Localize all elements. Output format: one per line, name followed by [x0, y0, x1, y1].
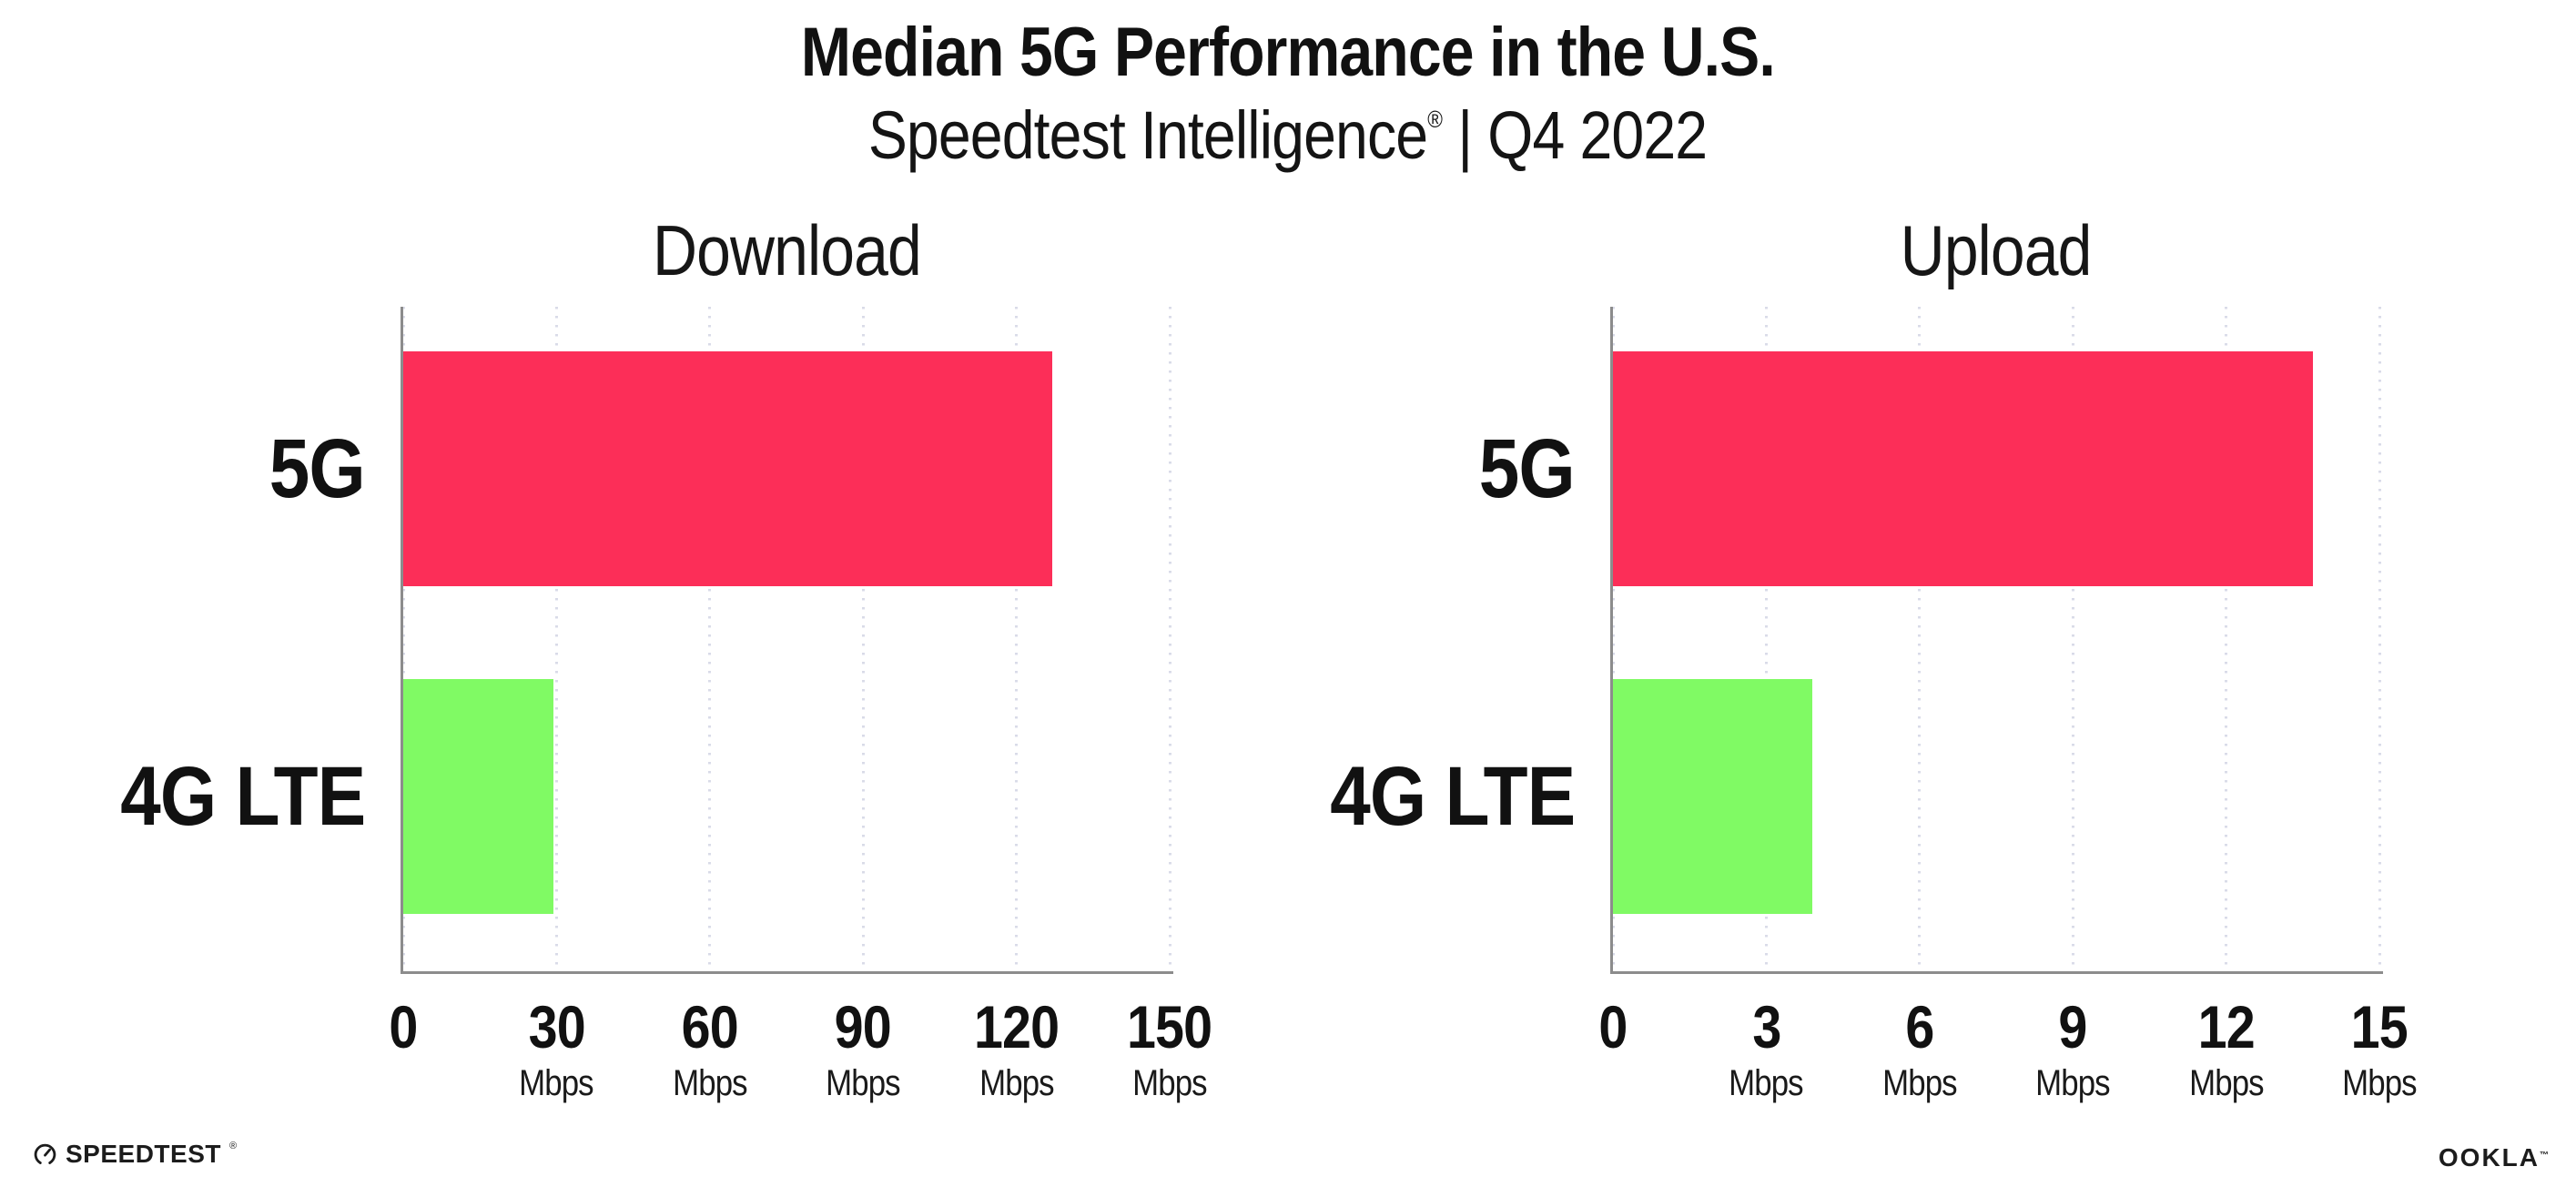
category-label-5g: 5G: [1194, 351, 1576, 586]
page-subtitle: Speedtest Intelligence® | Q4 2022: [0, 98, 2576, 172]
speedtest-logo-text: SPEEDTEST: [66, 1140, 221, 1168]
chart-title-text: Download: [652, 210, 922, 290]
category-label-5g: 5G: [0, 351, 366, 586]
x-tick-value: 12: [2197, 993, 2256, 1060]
bar-download-5g: [403, 351, 1052, 586]
gridline-upload-12: [2225, 307, 2228, 971]
x-tick-unit-text: Mbps: [672, 1063, 747, 1103]
gridline-download-30: [554, 307, 558, 971]
x-tick-value: 6: [1905, 993, 1934, 1060]
gridline-download-60: [708, 307, 712, 971]
x-tick-download-150: 150: [1051, 997, 1288, 1057]
registered-mark-icon: ®: [1427, 106, 1444, 134]
y-axis-download: [401, 307, 403, 973]
x-tick-unit-download-30: Mbps: [438, 1065, 674, 1101]
x-tick-upload-12: 12: [2108, 997, 2345, 1057]
x-tick-upload-15: 15: [2261, 997, 2498, 1057]
x-tick-unit-download-90: Mbps: [745, 1065, 981, 1101]
gridline-download-90: [861, 307, 865, 971]
x-tick-download-0: 0: [285, 997, 522, 1057]
x-tick-value: 90: [835, 993, 892, 1060]
y-axis-upload: [1610, 307, 1613, 973]
x-tick-download-90: 90: [745, 997, 981, 1057]
gridline-upload-15: [2378, 307, 2381, 971]
gridline-download-120: [1015, 307, 1019, 971]
speedtest-logo: SPEEDTEST ®: [33, 1140, 237, 1169]
gridline-download-0: [401, 307, 405, 971]
x-tick-upload-9: 9: [1954, 997, 2191, 1057]
x-tick-unit-text: Mbps: [1132, 1063, 1207, 1103]
x-tick-unit-upload-15: Mbps: [2261, 1065, 2498, 1101]
x-tick-value: 60: [681, 993, 739, 1060]
subtitle-period: | Q4 2022: [1457, 97, 1709, 173]
gridline-download-150: [1168, 307, 1171, 971]
x-tick-unit-download-60: Mbps: [592, 1065, 828, 1101]
category-label-text: 4G LTE: [119, 750, 366, 843]
gridline-upload-3: [1764, 307, 1768, 971]
category-label-text: 5G: [269, 422, 366, 515]
x-tick-unit-upload-12: Mbps: [2108, 1065, 2345, 1101]
chart-title-download: Download: [312, 210, 1261, 290]
x-tick-value: 30: [528, 993, 585, 1060]
x-tick-unit-download-120: Mbps: [898, 1065, 1135, 1101]
x-tick-unit-text: Mbps: [826, 1063, 900, 1103]
x-tick-unit-download-150: Mbps: [1051, 1065, 1288, 1101]
bar-upload-5g: [1613, 351, 2313, 586]
category-label-text: 5G: [1478, 422, 1576, 515]
x-tick-download-120: 120: [898, 997, 1135, 1057]
bar-download-4g-lte: [403, 679, 553, 914]
category-label-4g-lte: 4G LTE: [0, 679, 366, 914]
x-tick-download-60: 60: [592, 997, 828, 1057]
x-tick-upload-3: 3: [1648, 997, 1884, 1057]
x-tick-unit-text: Mbps: [1881, 1063, 1957, 1103]
x-tick-unit-text: Mbps: [1729, 1063, 1804, 1103]
speedtest-registered-icon: ®: [228, 1141, 238, 1151]
gridline-upload-6: [1918, 307, 1922, 971]
x-tick-unit-text: Mbps: [979, 1063, 1054, 1103]
x-tick-unit-text: Mbps: [2342, 1063, 2417, 1103]
x-tick-unit-upload-3: Mbps: [1648, 1065, 1884, 1101]
x-tick-download-30: 30: [438, 997, 674, 1057]
ookla-trademark-icon: ™: [2540, 1151, 2549, 1161]
x-axis-download: [401, 971, 1173, 974]
x-tick-upload-0: 0: [1495, 997, 1731, 1057]
gridline-upload-0: [1611, 307, 1615, 971]
x-tick-value: 120: [973, 993, 1060, 1060]
gridline-upload-9: [2071, 307, 2074, 971]
ookla-logo: OOKLA™: [2421, 1143, 2549, 1172]
speedtest-gauge-icon: [34, 1143, 56, 1164]
x-tick-unit-text: Mbps: [2188, 1063, 2264, 1103]
bar-upload-4g-lte: [1613, 679, 1812, 914]
ookla-logo-text: OOKLA: [2438, 1143, 2540, 1172]
x-tick-unit-text: Mbps: [2035, 1063, 2110, 1103]
x-tick-unit-upload-6: Mbps: [1801, 1065, 2038, 1101]
chart-title-text: Upload: [1901, 210, 2093, 290]
x-tick-unit-upload-9: Mbps: [1954, 1065, 2191, 1101]
x-tick-value: 0: [1598, 993, 1628, 1060]
page-subtitle-text: Speedtest Intelligence® | Q4 2022: [868, 97, 1709, 173]
category-label-4g-lte: 4G LTE: [1194, 679, 1576, 914]
x-tick-unit-text: Mbps: [519, 1063, 594, 1103]
x-tick-value: 9: [2058, 993, 2088, 1060]
page-title-text: Median 5G Performance in the U.S.: [801, 14, 1776, 91]
x-tick-upload-6: 6: [1801, 997, 2038, 1057]
chart-title-upload: Upload: [1522, 210, 2470, 290]
x-tick-value: 150: [1127, 993, 1212, 1060]
category-label-text: 4G LTE: [1329, 750, 1576, 843]
x-axis-upload: [1610, 971, 2383, 974]
page-title: Median 5G Performance in the U.S.: [0, 15, 2576, 91]
x-tick-value: 3: [1751, 993, 1781, 1060]
subtitle-brand: Speedtest Intelligence: [868, 97, 1428, 173]
x-tick-value: 0: [389, 993, 418, 1060]
x-tick-value: 15: [2350, 993, 2409, 1060]
